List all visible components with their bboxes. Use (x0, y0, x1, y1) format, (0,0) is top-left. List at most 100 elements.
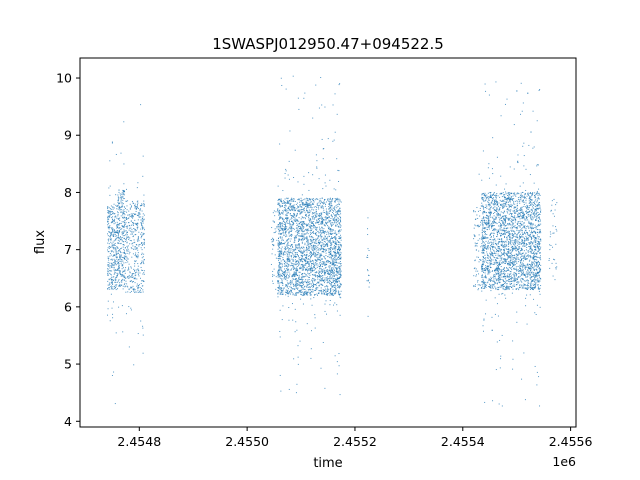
data-point (124, 223, 126, 225)
data-point (524, 238, 526, 240)
data-point (136, 224, 138, 226)
data-point (313, 206, 315, 208)
data-point (538, 89, 540, 91)
data-point (337, 252, 339, 254)
data-point (504, 244, 506, 246)
data-point (294, 253, 296, 255)
data-point (494, 257, 496, 259)
data-point (277, 203, 279, 205)
data-point (129, 237, 131, 239)
data-point (306, 210, 308, 212)
data-point (287, 174, 289, 176)
data-point (284, 247, 286, 249)
data-point (279, 262, 281, 264)
data-point (329, 244, 331, 246)
data-point (312, 254, 314, 256)
data-point (522, 260, 524, 262)
data-point (317, 276, 319, 278)
data-point (317, 235, 319, 237)
data-point (127, 245, 129, 247)
data-point (291, 275, 293, 277)
data-point (323, 279, 325, 281)
data-point (529, 227, 531, 229)
data-point (110, 259, 112, 261)
data-point (301, 235, 303, 237)
data-point (329, 256, 331, 258)
data-point (313, 262, 315, 264)
data-point (307, 270, 309, 272)
data-point (331, 282, 333, 284)
data-point (311, 285, 313, 287)
data-point (501, 230, 503, 232)
data-point (308, 204, 310, 206)
data-point (296, 202, 298, 204)
data-point (319, 217, 321, 219)
data-point (297, 283, 299, 285)
data-point (119, 217, 121, 219)
data-point (133, 290, 135, 292)
data-point (475, 274, 477, 276)
data-point (278, 271, 280, 273)
data-point (138, 270, 140, 272)
data-point (317, 264, 319, 266)
data-point (118, 268, 120, 270)
data-point (293, 206, 295, 208)
data-point (509, 281, 511, 283)
data-point (339, 236, 341, 238)
data-point (311, 244, 313, 246)
data-point (292, 258, 294, 260)
data-point (320, 268, 322, 270)
data-point (136, 239, 138, 241)
data-point (335, 289, 337, 291)
data-point (336, 259, 338, 261)
data-point (272, 275, 274, 277)
data-point (482, 236, 484, 238)
data-point (315, 198, 317, 200)
data-point (139, 205, 141, 207)
data-point (318, 202, 320, 204)
data-point (129, 230, 131, 232)
data-point (521, 201, 523, 203)
data-point (519, 196, 521, 198)
data-point (329, 239, 331, 241)
data-point (108, 228, 110, 230)
data-point (130, 290, 132, 292)
data-point (136, 291, 138, 293)
data-point (113, 213, 115, 215)
data-point (326, 237, 328, 239)
data-point (507, 230, 509, 232)
data-point (300, 209, 302, 211)
data-point (339, 314, 341, 316)
data-point (121, 239, 123, 241)
data-point (113, 246, 115, 248)
data-point (111, 221, 113, 223)
data-point (516, 278, 518, 280)
data-point (118, 263, 120, 265)
data-point (111, 265, 113, 267)
data-point (339, 249, 341, 251)
data-point (285, 284, 287, 286)
data-point (282, 284, 284, 286)
data-point (512, 230, 514, 232)
data-point (296, 208, 298, 210)
data-point (511, 245, 513, 247)
data-point (290, 255, 292, 257)
data-point (332, 229, 334, 231)
data-point (325, 231, 327, 233)
data-point (308, 254, 310, 256)
data-point (283, 202, 285, 204)
data-point (129, 227, 131, 229)
data-point (123, 248, 125, 250)
data-point (113, 244, 115, 246)
data-point (310, 240, 312, 242)
data-point (325, 261, 327, 263)
data-point (291, 209, 293, 211)
data-point (325, 185, 327, 187)
data-point (137, 284, 139, 286)
data-point (327, 225, 329, 227)
data-point (333, 188, 335, 190)
data-point (289, 273, 291, 275)
data-point (522, 224, 524, 226)
data-point (143, 205, 145, 207)
data-point (139, 291, 141, 293)
